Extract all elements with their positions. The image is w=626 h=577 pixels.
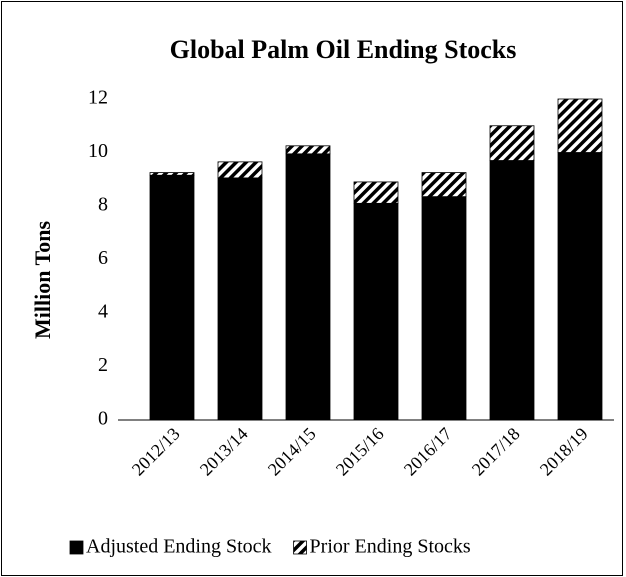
bar-segment [149,174,195,421]
y-tick-label: 10 [88,140,108,162]
bar-segment [421,196,467,421]
bar-segment [285,145,331,155]
bar-segment [421,172,467,198]
legend-swatch [69,540,84,555]
bar-segment [217,161,263,179]
bar-segment [557,152,603,421]
y-tick-label: 4 [98,301,108,323]
legend-label: Adjusted Ending Stock [86,536,272,558]
y-tick-label: 6 [98,247,108,269]
legend-swatch [293,540,307,555]
y-tick-label: 0 [98,408,108,430]
bar-segment [489,160,535,421]
chart-title: Global Palm Oil Ending Stocks [170,35,517,64]
bar-segment [353,181,399,204]
bar-segment [149,172,195,176]
y-tick-label: 12 [88,87,108,109]
bar-segment [353,202,399,421]
bar-segment [557,98,603,153]
legend-label: Prior Ending Stocks [310,536,471,558]
y-axis-label: Million Tons [30,221,55,339]
bar-segment [489,125,535,161]
y-tick-label: 8 [98,194,108,216]
bar-segment [217,177,263,421]
bar-segment [285,153,331,421]
y-tick-label: 2 [98,354,108,376]
